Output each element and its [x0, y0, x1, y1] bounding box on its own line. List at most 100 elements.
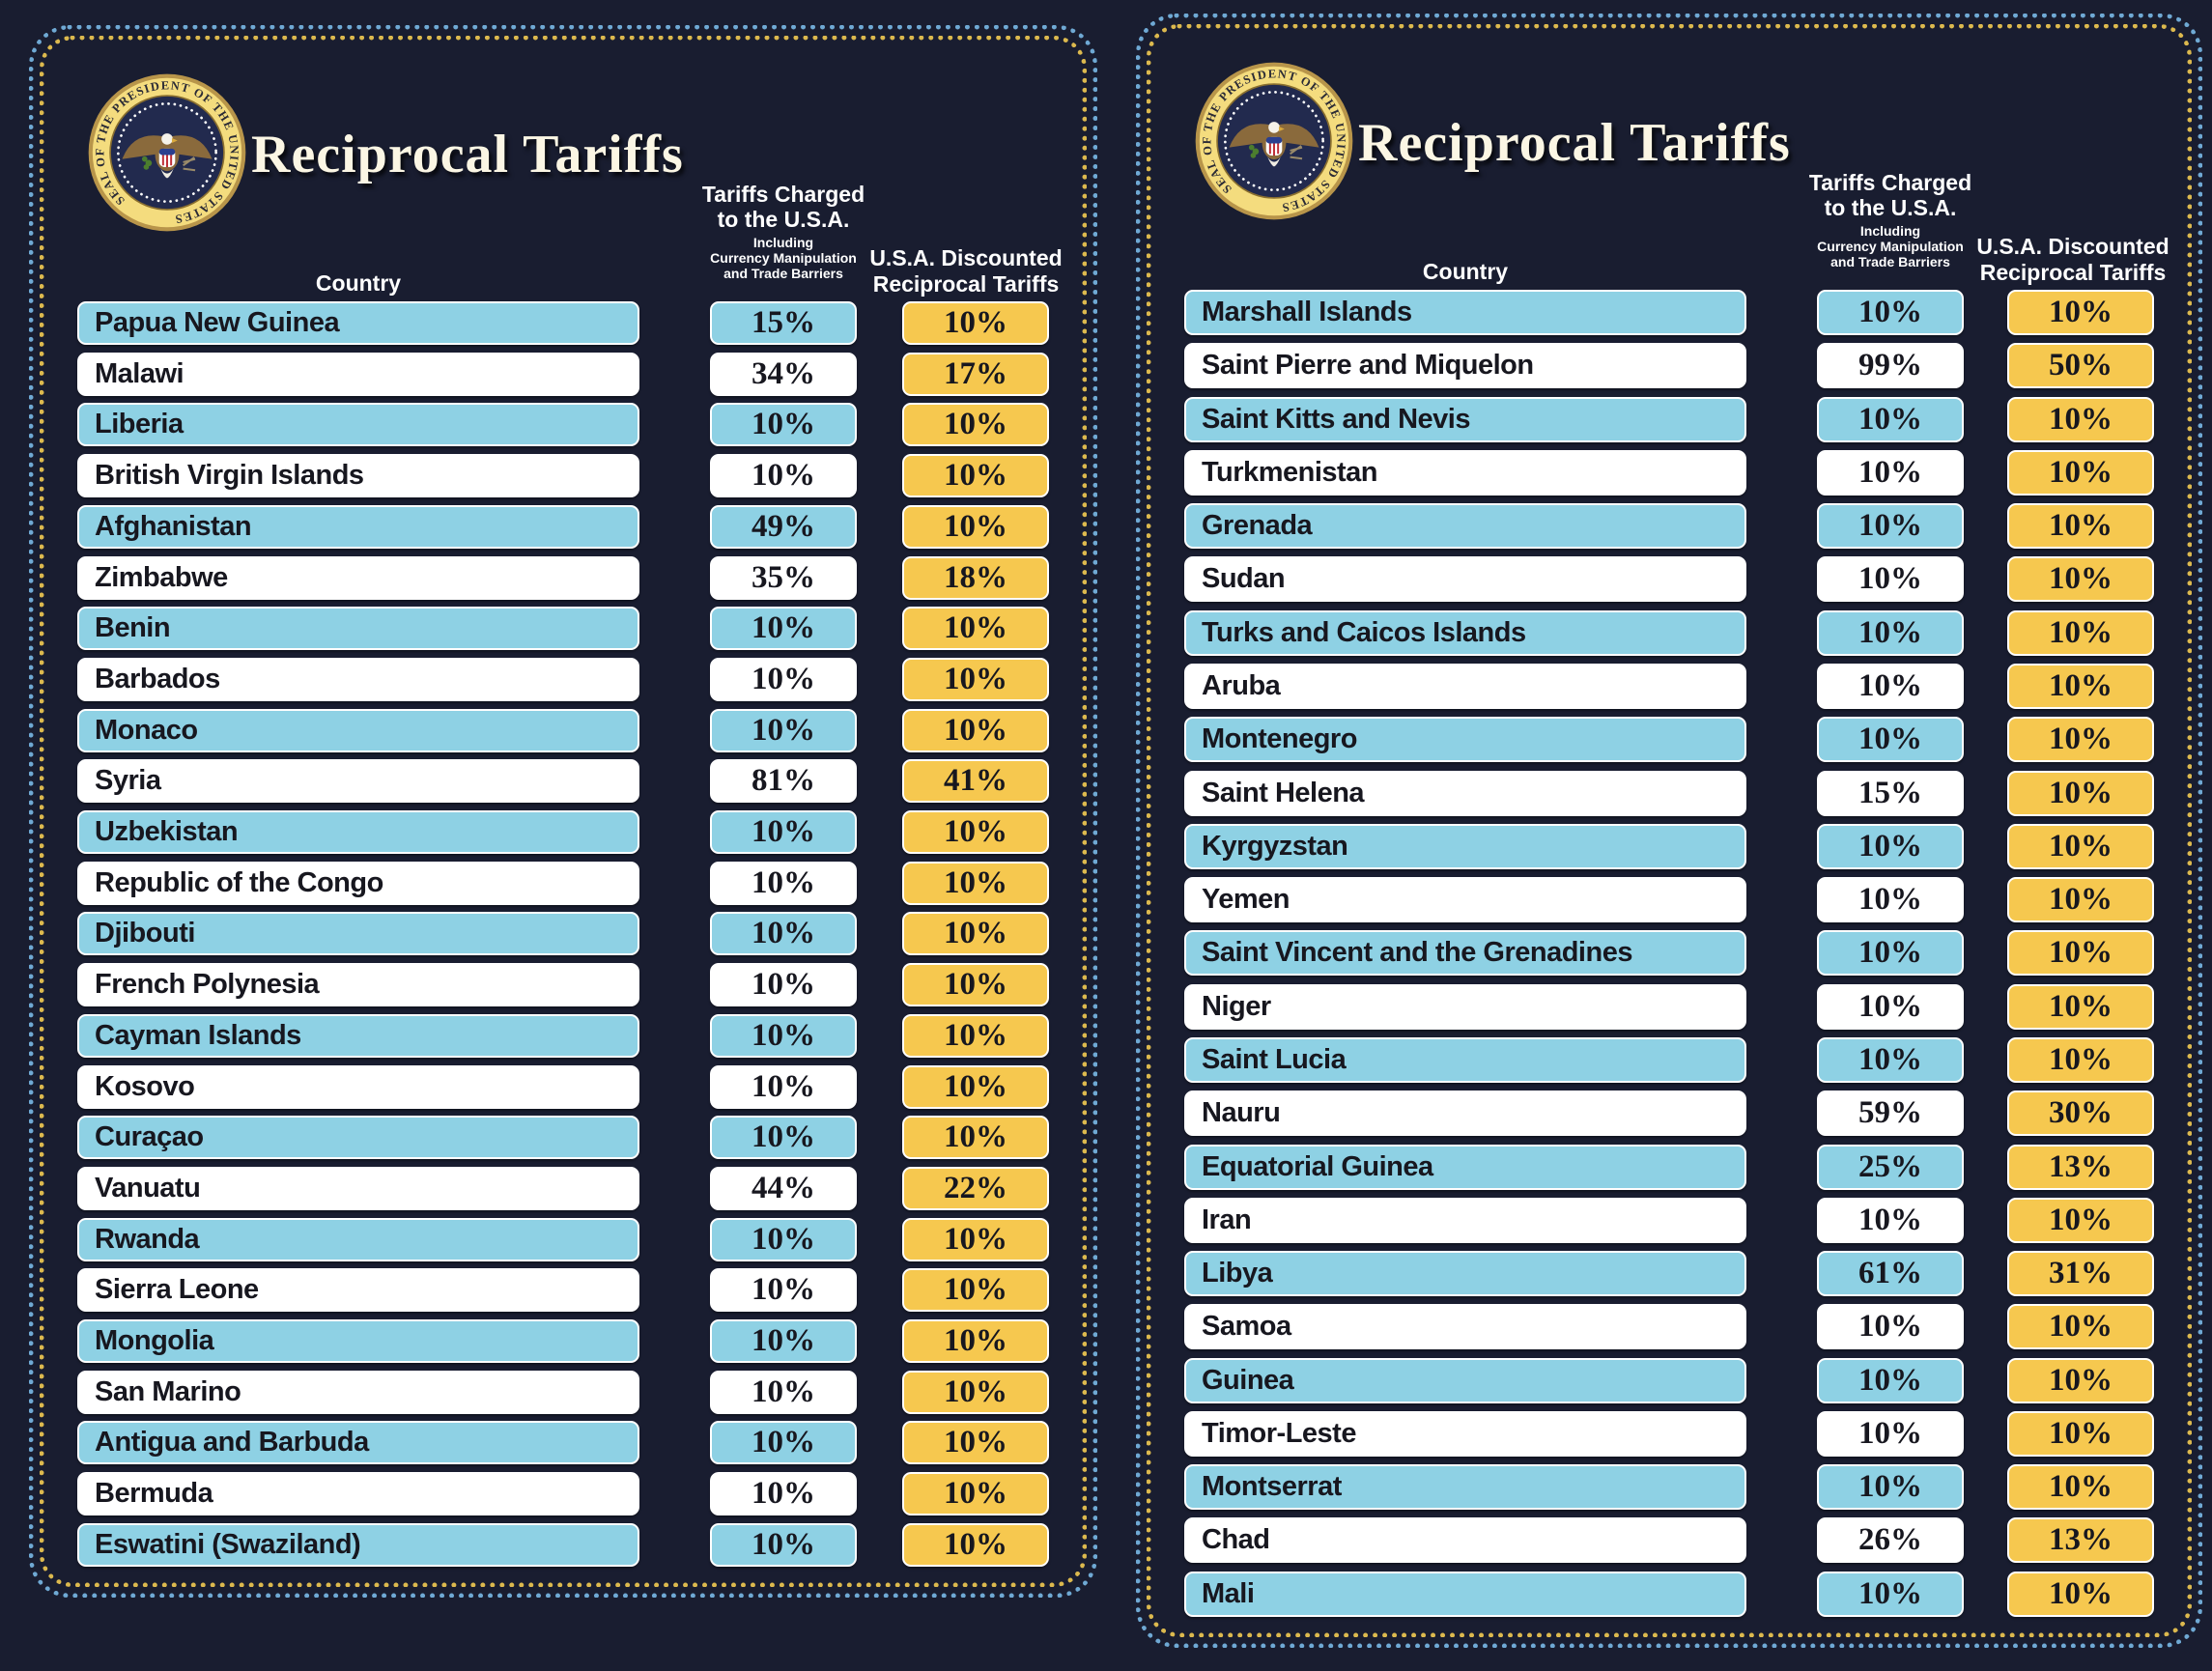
- discounted-tariff-cell: 10%: [902, 301, 1049, 345]
- country-name: Cayman Islands: [95, 1019, 301, 1051]
- tariff-charged-cell: 10%: [710, 810, 857, 855]
- discounted-tariff-cell: 10%: [2007, 663, 2154, 709]
- tariff-charged-value: 61%: [1858, 1256, 1922, 1291]
- tariff-charged-value: 10%: [1858, 988, 1922, 1024]
- discounted-tariff-cell: 13%: [2007, 1144, 2154, 1190]
- charged-sub-line2: Currency Manipulation: [710, 250, 857, 266]
- country-cell: Uzbekistan: [77, 810, 639, 855]
- discounted-tariff-cell: 10%: [2007, 1571, 2154, 1617]
- country-name: Saint Helena: [1202, 777, 1365, 808]
- discounted-tariff-cell: 10%: [2007, 877, 2154, 923]
- country-cell: Yemen: [1184, 877, 1746, 923]
- discounted-tariff-value: 50%: [2049, 348, 2113, 383]
- discounted-tariff-cell: 10%: [2007, 1036, 2154, 1083]
- discounted-tariff-value: 22%: [944, 1170, 1007, 1205]
- country-cell: Papua New Guinea: [77, 301, 639, 345]
- discounted-tariff-cell: 10%: [902, 1319, 1049, 1364]
- country-cell: British Virgin Islands: [77, 454, 639, 498]
- tariff-charged-value: 10%: [752, 1425, 815, 1460]
- country-name: Iran: [1202, 1204, 1252, 1235]
- tariff-charged-cell: 10%: [1817, 1571, 1964, 1617]
- discounted-tariff-cell: 10%: [2007, 290, 2154, 335]
- table-row: Curaçao 10% 10%: [77, 1116, 1049, 1160]
- tariff-charged-value: 10%: [1858, 401, 1922, 437]
- discounted-tariff-value: 10%: [944, 712, 1007, 748]
- discounted-tariff-value: 10%: [944, 1425, 1007, 1460]
- table-row: Mali 10% 10%: [1184, 1571, 2154, 1617]
- country-name: Montserrat: [1202, 1471, 1342, 1503]
- table-row: Grenada 10% 10%: [1184, 503, 2154, 550]
- discounted-tariff-value: 10%: [944, 1476, 1007, 1512]
- tariff-charged-cell: 10%: [1817, 556, 1964, 603]
- discounted-tariff-cell: 10%: [2007, 503, 2154, 550]
- discounted-tariff-value: 10%: [2049, 1202, 2113, 1237]
- table-row: Liberia 10% 10%: [77, 403, 1049, 447]
- discounted-tariff-cell: 10%: [902, 1522, 1049, 1567]
- tariff-charged-cell: 10%: [710, 1370, 857, 1414]
- country-cell: Grenada: [1184, 503, 1746, 550]
- tariff-charged-value: 10%: [1858, 935, 1922, 971]
- discounted-tariff-cell: 10%: [902, 403, 1049, 447]
- charged-header-subtext: Including Currency Manipulation and Trad…: [658, 235, 909, 281]
- discounted-tariff-cell: 18%: [902, 555, 1049, 600]
- tariff-board-left: SEAL OF THE PRESIDENT OF THE UNITED STAT…: [29, 25, 1097, 1598]
- tariff-charged-cell: 15%: [1817, 770, 1964, 816]
- country-cell: Malawi: [77, 352, 639, 396]
- country-cell: Marshall Islands: [1184, 290, 1746, 335]
- discounted-tariff-cell: 10%: [902, 657, 1049, 701]
- table-row: Benin 10% 10%: [77, 607, 1049, 651]
- table-row: Kyrgyzstan 10% 10%: [1184, 823, 2154, 869]
- tariff-charged-cell: 10%: [710, 1064, 857, 1109]
- tariff-charged-value: 10%: [752, 864, 815, 900]
- tariff-charged-cell: 10%: [1817, 717, 1964, 763]
- tariff-charged-value: 10%: [1858, 561, 1922, 597]
- country-name: San Marino: [95, 1375, 241, 1407]
- tariff-charged-value: 10%: [752, 814, 815, 850]
- country-name: Saint Lucia: [1202, 1043, 1347, 1075]
- tariff-charged-cell: 10%: [1817, 609, 1964, 656]
- table-row: Libya 61% 31%: [1184, 1251, 2154, 1297]
- tariff-charged-value: 59%: [1858, 1095, 1922, 1131]
- discounted-tariff-cell: 10%: [902, 1421, 1049, 1465]
- table-row: Nauru 59% 30%: [1184, 1090, 2154, 1137]
- country-name: Niger: [1202, 990, 1271, 1022]
- country-cell: Rwanda: [77, 1217, 639, 1261]
- tariff-charged-value: 10%: [1858, 1575, 1922, 1611]
- discounted-tariff-value: 10%: [944, 1221, 1007, 1257]
- discounted-tariff-value: 10%: [944, 458, 1007, 494]
- discounted-tariff-cell: 10%: [2007, 1464, 2154, 1511]
- country-cell: Sudan: [1184, 556, 1746, 603]
- country-cell: Curaçao: [77, 1116, 639, 1160]
- tariff-charged-cell: 25%: [1817, 1144, 1964, 1190]
- discounted-tariff-cell: 10%: [2007, 823, 2154, 869]
- discounted-tariff-cell: 10%: [902, 1116, 1049, 1160]
- discounted-tariff-value: 10%: [2049, 1415, 2113, 1451]
- discounted-tariff-cell: 10%: [902, 504, 1049, 549]
- table-row: Marshall Islands 10% 10%: [1184, 290, 2154, 335]
- country-name: Barbados: [95, 663, 220, 694]
- country-name: Kosovo: [95, 1070, 195, 1102]
- discounted-tariff-cell: 10%: [2007, 930, 2154, 977]
- column-header-tariffs-charged: Tariffs Charged to the U.S.A. Including …: [658, 182, 909, 281]
- tariff-charged-value: 10%: [752, 458, 815, 494]
- tariff-board-right-inner: SEAL OF THE PRESIDENT OF THE UNITED STAT…: [1147, 24, 2192, 1637]
- tariff-charged-value: 25%: [1858, 1148, 1922, 1184]
- table-row: Guinea 10% 10%: [1184, 1357, 2154, 1403]
- discounted-tariff-value: 10%: [944, 1526, 1007, 1562]
- country-name: Malawi: [95, 357, 184, 389]
- country-name: Yemen: [1202, 884, 1290, 916]
- country-name: Aruba: [1202, 669, 1281, 701]
- tariff-charged-cell: 35%: [710, 555, 857, 600]
- discounted-tariff-value: 41%: [944, 763, 1007, 799]
- tariff-board-right: SEAL OF THE PRESIDENT OF THE UNITED STAT…: [1136, 14, 2202, 1648]
- table-row: Syria 81% 41%: [77, 759, 1049, 804]
- table-row: Barbados 10% 10%: [77, 657, 1049, 701]
- discounted-tariff-value: 10%: [2049, 561, 2113, 597]
- tariff-charged-value: 10%: [1858, 508, 1922, 544]
- tariff-charged-cell: 15%: [710, 301, 857, 345]
- country-cell: Iran: [1184, 1197, 1746, 1243]
- table-row: French Polynesia 10% 10%: [77, 963, 1049, 1007]
- discounted-tariff-value: 10%: [944, 1068, 1007, 1104]
- discounted-tariff-cell: 22%: [902, 1166, 1049, 1210]
- discounted-tariff-value: 10%: [944, 864, 1007, 900]
